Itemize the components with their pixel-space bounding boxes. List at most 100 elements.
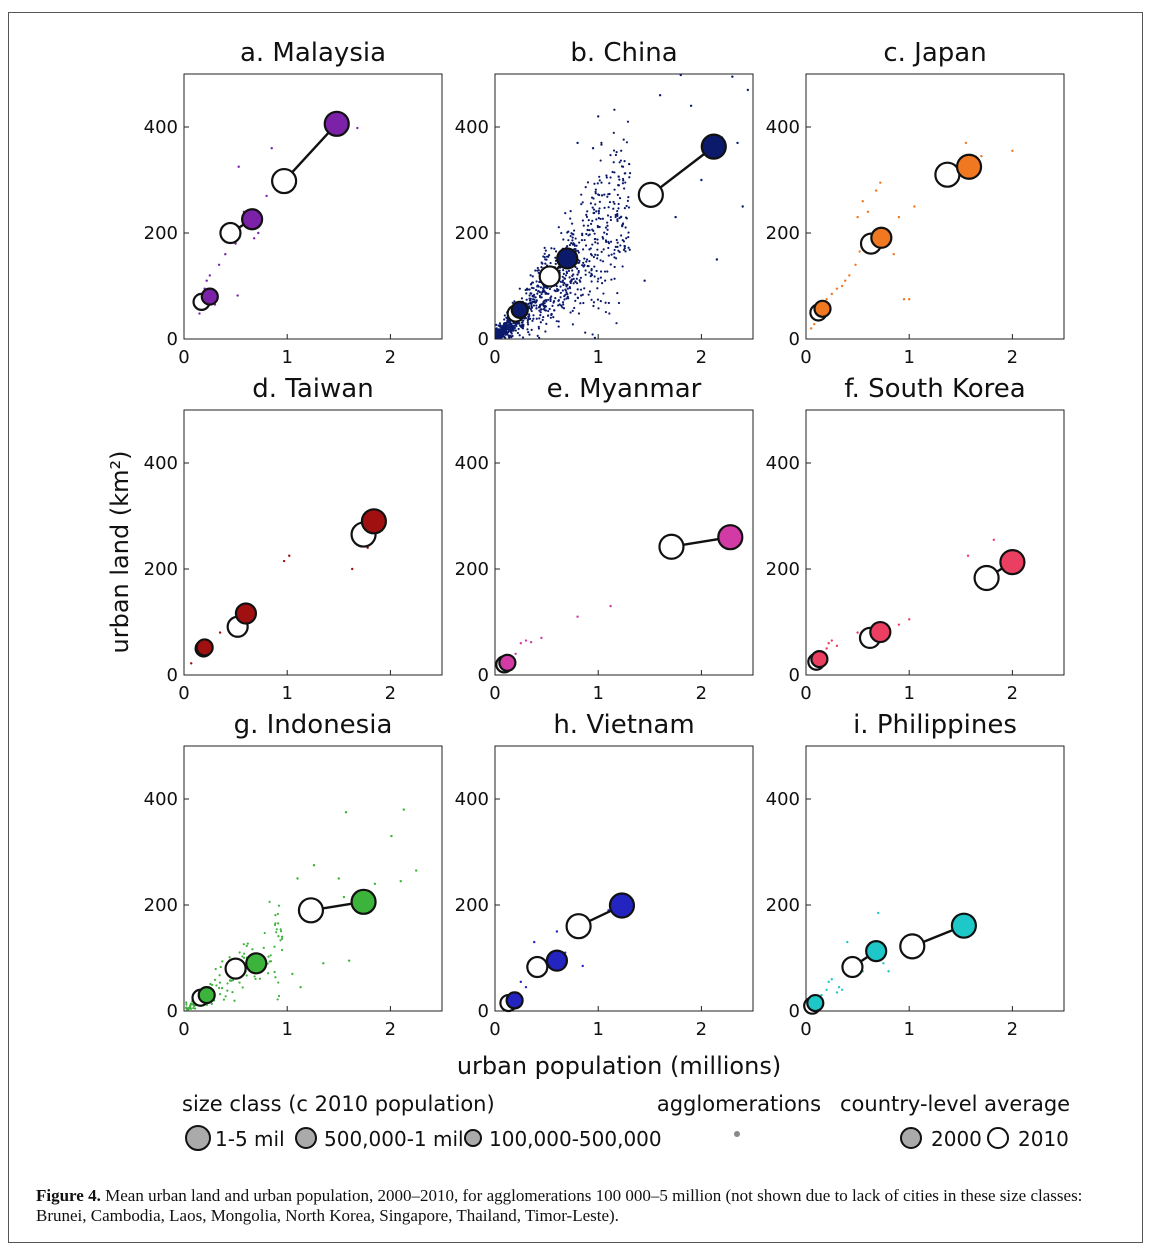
agglomeration-dot — [609, 215, 612, 219]
agglomeration-dot — [542, 315, 545, 319]
average-2010-marker — [197, 985, 216, 1005]
agglomeration-dot — [596, 280, 599, 283]
agglomeration-dot — [554, 262, 557, 265]
agglomeration-dot — [621, 177, 625, 181]
x-tick-label: 1 — [592, 347, 603, 368]
agglomeration-dot — [546, 286, 549, 290]
agglomeration-dot — [594, 188, 597, 191]
agglomeration-dot — [613, 277, 616, 280]
average-2010-marker — [350, 888, 377, 915]
agglomeration-dot — [494, 330, 498, 333]
axes-box-china — [494, 73, 754, 340]
x-tick-label: 2 — [696, 1019, 707, 1040]
panel-title-vietnam: h. Vietnam — [553, 710, 694, 740]
average-2010-marker — [608, 892, 636, 919]
agglomeration-dot — [539, 311, 542, 314]
agglomeration-dot — [598, 179, 601, 182]
agglomeration-dot — [559, 285, 562, 288]
agglomeration-dot — [566, 293, 569, 296]
plot-area-china — [494, 73, 750, 339]
agglomeration-dot — [606, 224, 609, 227]
agglomeration-dot — [245, 944, 248, 948]
agglomeration-dot — [583, 287, 586, 290]
agglomeration-dot — [603, 206, 606, 209]
agglomeration-dot — [513, 300, 516, 303]
agglomeration-dot — [242, 956, 246, 959]
agglomeration-dot — [600, 143, 603, 146]
agglomeration-dot — [599, 270, 603, 273]
agglomeration-dot — [592, 197, 595, 200]
agglomeration-dot — [588, 260, 591, 263]
agglomeration-dot — [519, 642, 522, 645]
agglomeration-dot — [585, 232, 588, 236]
plot-area-vietnam — [499, 892, 636, 1013]
agglomeration-dot — [263, 931, 266, 935]
average-2010-marker — [810, 649, 829, 669]
agglomeration-dot — [571, 309, 574, 312]
agglomeration-dot — [609, 240, 613, 243]
agglomeration-dot — [543, 286, 546, 289]
agglomeration-dot — [539, 321, 542, 324]
agglomeration-dot — [570, 278, 574, 281]
agglomeration-dot — [511, 301, 514, 304]
y-tick-label: 200 — [144, 895, 178, 916]
y-tick-label: 200 — [144, 223, 178, 244]
agglomeration-dot — [840, 284, 844, 288]
agglomeration-dot — [882, 962, 885, 965]
agglomeration-dot — [593, 232, 596, 235]
agglomeration-dot — [598, 207, 601, 210]
agglomeration-dot — [540, 296, 543, 299]
agglomeration-dot — [577, 251, 580, 254]
agglomeration-dot — [537, 325, 540, 328]
agglomeration-dot — [569, 281, 572, 285]
x-tick-label: 2 — [385, 1019, 396, 1040]
agglomeration-dot — [597, 217, 600, 220]
y-tick-label: 200 — [455, 223, 489, 244]
agglomeration-dot — [538, 336, 541, 339]
agglomeration-dot — [585, 215, 589, 218]
agglomeration-dot — [510, 324, 513, 328]
agglomeration-dot — [620, 234, 623, 237]
agglomeration-dot — [221, 960, 224, 963]
agglomeration-dot — [614, 257, 618, 260]
agglomeration-dot — [518, 324, 522, 327]
agglomeration-dot — [529, 274, 532, 277]
agglomeration-dot — [592, 211, 595, 215]
agglomeration-dot — [524, 288, 527, 292]
agglomeration-dot — [840, 988, 844, 991]
agglomeration-dot — [514, 329, 517, 332]
agglomeration-dot — [495, 334, 499, 337]
agglomeration-dot — [504, 333, 507, 336]
agglomeration-dot — [526, 288, 529, 291]
x-tick-label: 1 — [281, 683, 292, 704]
agglomeration-dot — [615, 150, 618, 154]
agglomeration-dot — [567, 297, 570, 300]
agglomeration-dot — [578, 261, 581, 264]
agglomeration-dot — [254, 977, 257, 981]
agglomeration-dot — [538, 309, 541, 312]
agglomeration-dot — [581, 248, 585, 251]
agglomeration-dot — [538, 317, 541, 320]
agglomeration-dot — [390, 834, 393, 838]
agglomeration-dot — [618, 216, 621, 220]
agglomeration-dot — [524, 639, 528, 642]
agglomeration-dot — [613, 188, 616, 191]
agglomeration-dot — [614, 153, 618, 157]
agglomeration-dot — [543, 290, 546, 293]
y-tick-label: 400 — [144, 453, 178, 474]
agglomeration-dot — [658, 94, 662, 97]
agglomeration-dot — [587, 219, 590, 222]
x-tick-label: 0 — [178, 1019, 189, 1040]
agglomeration-dot — [583, 257, 586, 260]
legend-2010-marker — [987, 1127, 1009, 1149]
agglomeration-dot — [689, 104, 693, 108]
agglomeration-dot — [561, 279, 565, 282]
y-tick-label: 0 — [789, 1001, 800, 1022]
agglomeration-dot — [621, 222, 625, 225]
agglomeration-dot — [508, 336, 511, 339]
agglomeration-dot — [835, 991, 839, 994]
agglomeration-dot — [562, 303, 565, 306]
agglomeration-dot — [603, 231, 606, 234]
agglomeration-dot — [559, 291, 562, 295]
agglomeration-dot — [219, 992, 222, 996]
